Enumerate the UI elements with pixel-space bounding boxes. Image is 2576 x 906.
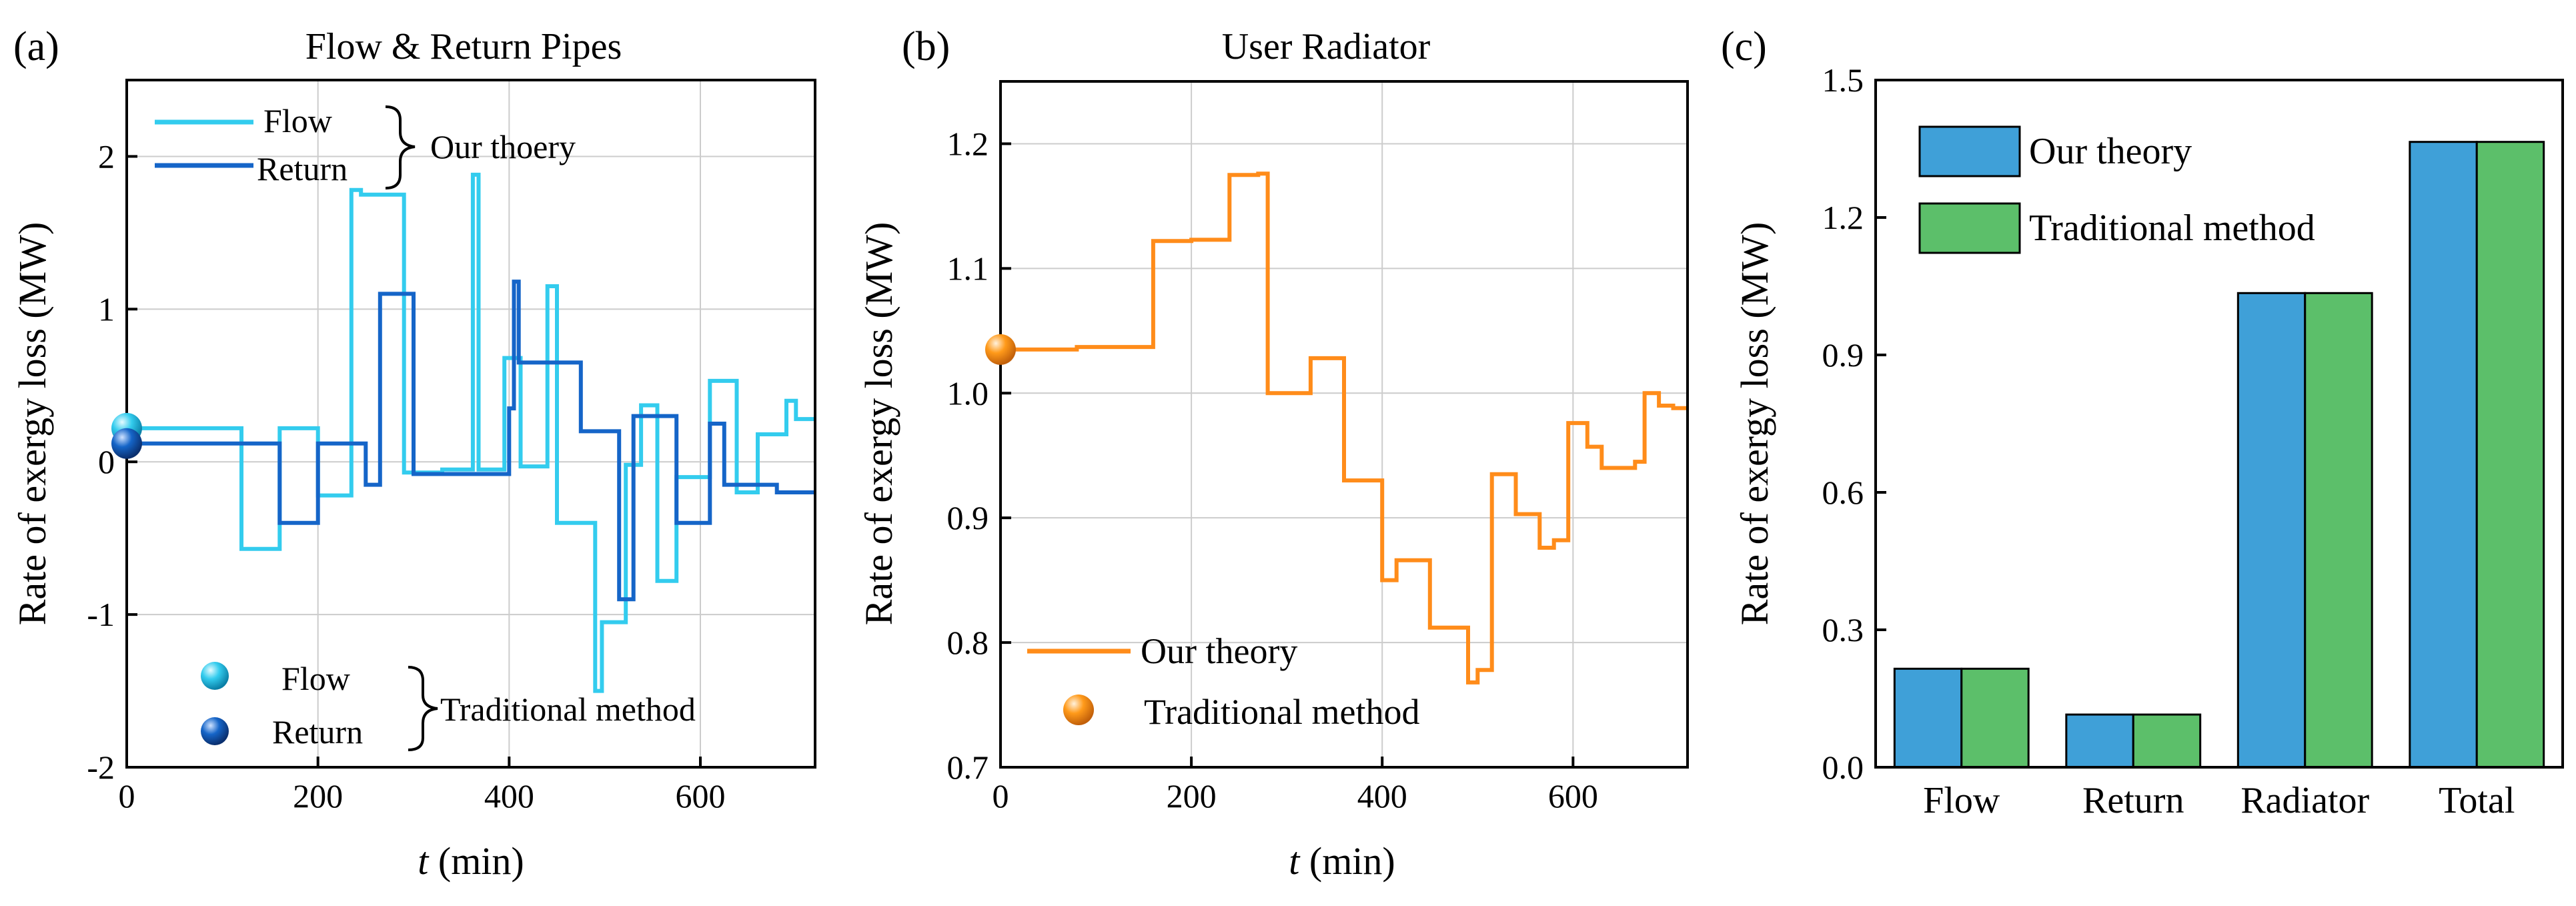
c-category-label-total: Total bbox=[2439, 780, 2515, 821]
legend-points-group-label: Traditional method bbox=[440, 691, 696, 728]
panel-b-title: User Radiator bbox=[1222, 26, 1431, 67]
panel-b-traditional-points bbox=[985, 334, 1016, 365]
c-bar-flow-traditional-method bbox=[1960, 667, 2030, 769]
a-xtick-label-3: 600 bbox=[676, 777, 726, 815]
c-ytick-label-2: 0.6 bbox=[1822, 474, 1864, 511]
c-bar-radiator-our-theory bbox=[2236, 292, 2307, 769]
legend-radiator-line-label: Our theory bbox=[1141, 631, 1297, 671]
panel-b-grid bbox=[1001, 81, 1688, 767]
panel-b-ylabel: Rate of exergy loss (MW) bbox=[857, 222, 900, 626]
legend-flow-point bbox=[201, 662, 229, 690]
b-ytick-label-5: 1.2 bbox=[947, 125, 989, 162]
b-ytick-label-0: 0.7 bbox=[947, 749, 989, 786]
b-ytick-label-4: 1.1 bbox=[947, 250, 989, 287]
b-xtick-label-0: 0 bbox=[993, 777, 1009, 815]
panel-c: (c) Flow Return Radiator Total 0.0 0.3 0.6 0.9 1… bbox=[1721, 24, 2564, 821]
b-ytick-label-1: 0.8 bbox=[947, 624, 989, 661]
legend-flow-line-label: Flow bbox=[263, 102, 332, 139]
panel-b-ticks: 0 200 400 600 0.7 0.8 0.9 1.0 1.1 1.2 bbox=[947, 125, 1598, 815]
panel-a-series bbox=[127, 172, 815, 693]
panel-c-label: (c) bbox=[1721, 24, 1767, 69]
c-bar-return-our-theory bbox=[2065, 713, 2134, 769]
a-series-return bbox=[127, 280, 815, 602]
legend-traditional-swatch bbox=[1918, 202, 2021, 254]
panel-b-label: (b) bbox=[902, 24, 950, 69]
panel-c-frame bbox=[1874, 79, 2564, 769]
b-xtick-label-3: 600 bbox=[1548, 777, 1598, 815]
c-bar-radiator-traditional-method bbox=[2304, 292, 2373, 769]
panel-a-legend-points: Flow Return Traditional method bbox=[201, 660, 696, 751]
a-xtick-label-1: 200 bbox=[293, 777, 343, 815]
c-ytick-label-3: 0.9 bbox=[1822, 336, 1864, 374]
a-ytick-label-1: -1 bbox=[87, 596, 115, 633]
c-category-label-return: Return bbox=[2082, 780, 2184, 821]
panel-a-xlabel-var: t bbox=[418, 839, 430, 883]
panel-a-legend-lines: Flow Return Our thoery bbox=[155, 102, 576, 189]
c-ytick-label-1: 0.3 bbox=[1822, 611, 1864, 648]
c-bar-total-our-theory bbox=[2409, 141, 2478, 769]
a-xtick-label-2: 400 bbox=[484, 777, 534, 815]
c-bar-return-traditional-method bbox=[2132, 713, 2202, 769]
panel-b: (b) User Radiator 0 200 400 600 0.7 0.8 0.9 1.0… bbox=[857, 24, 1689, 883]
legend-our-theory-swatch bbox=[1918, 125, 2021, 177]
panel-b-xlabel-var: t bbox=[1289, 839, 1301, 883]
panel-b-legend: Our theory Traditional method bbox=[1027, 631, 1420, 732]
panel-a: (a) Flow & Return Pipes 0 200 400 600 -2 -1 0 1… bbox=[11, 24, 816, 883]
legend-return-point-label: Return bbox=[272, 713, 363, 751]
b-xtick-label-2: 400 bbox=[1357, 777, 1407, 815]
a-traditional-point-return bbox=[111, 428, 142, 459]
panel-b-xlabel-unit: (min) bbox=[1299, 839, 1395, 883]
a-ytick-label-0: -2 bbox=[87, 749, 115, 786]
c-ytick-label-0: 0.0 bbox=[1822, 749, 1864, 786]
legend-return-point bbox=[201, 717, 229, 745]
panel-b-series bbox=[1001, 171, 1688, 685]
panel-c-bars bbox=[1893, 141, 2545, 769]
a-ytick-label-2: 0 bbox=[98, 443, 115, 480]
legend-points-brace bbox=[408, 666, 438, 751]
c-category-label-radiator: Radiator bbox=[2240, 780, 2369, 821]
panel-b-xlabel: t (min) bbox=[1289, 839, 1395, 883]
legend-flow-point-label: Flow bbox=[281, 660, 350, 697]
b-ytick-label-3: 1.0 bbox=[947, 374, 989, 412]
a-ytick-label-3: 1 bbox=[98, 290, 115, 328]
c-ytick-label-4: 1.2 bbox=[1822, 199, 1864, 236]
panel-a-ylabel: Rate of exergy loss (MW) bbox=[11, 222, 54, 626]
b-traditional-point-traditional-method bbox=[985, 334, 1016, 365]
legend-radiator-point bbox=[1063, 695, 1094, 725]
a-ytick-label-4: 2 bbox=[98, 137, 115, 175]
panel-c-legend: Our theory Traditional method bbox=[1918, 125, 2315, 254]
panel-c-ylabel: Rate of exergy loss (MW) bbox=[1733, 222, 1776, 626]
a-series-flow bbox=[127, 172, 815, 693]
c-ytick-label-5: 1.5 bbox=[1822, 61, 1864, 99]
panel-a-traditional-points bbox=[111, 412, 142, 459]
panel-a-xlabel-unit: (min) bbox=[428, 839, 524, 883]
c-bar-total-traditional-method bbox=[2475, 141, 2545, 769]
panel-a-label: (a) bbox=[13, 24, 59, 69]
b-ytick-label-2: 0.9 bbox=[947, 499, 989, 536]
legend-traditional-label: Traditional method bbox=[2029, 207, 2315, 249]
legend-our-theory-label: Our theory bbox=[2029, 131, 2192, 172]
legend-radiator-point-label: Traditional method bbox=[1144, 692, 1420, 732]
b-series-our-theory bbox=[1001, 171, 1688, 685]
legend-return-line-label: Return bbox=[257, 150, 348, 187]
c-bar-flow-our-theory bbox=[1893, 667, 1963, 769]
panel-c-ticks: Flow Return Radiator Total 0.0 0.3 0.6 0.9 1.2 1.… bbox=[1822, 61, 2515, 821]
panel-a-title: Flow & Return Pipes bbox=[305, 26, 622, 67]
legend-lines-brace bbox=[385, 105, 416, 189]
panel-b-frame bbox=[999, 80, 1689, 769]
c-category-label-flow: Flow bbox=[1923, 780, 2000, 821]
b-xtick-label-1: 200 bbox=[1167, 777, 1217, 815]
legend-lines-group-label: Our thoery bbox=[430, 128, 576, 165]
a-xtick-label-0: 0 bbox=[119, 777, 135, 815]
panel-a-xlabel: t (min) bbox=[418, 839, 524, 883]
panel-a-ticks: 0 200 400 600 -2 -1 0 1 2 bbox=[87, 137, 725, 815]
